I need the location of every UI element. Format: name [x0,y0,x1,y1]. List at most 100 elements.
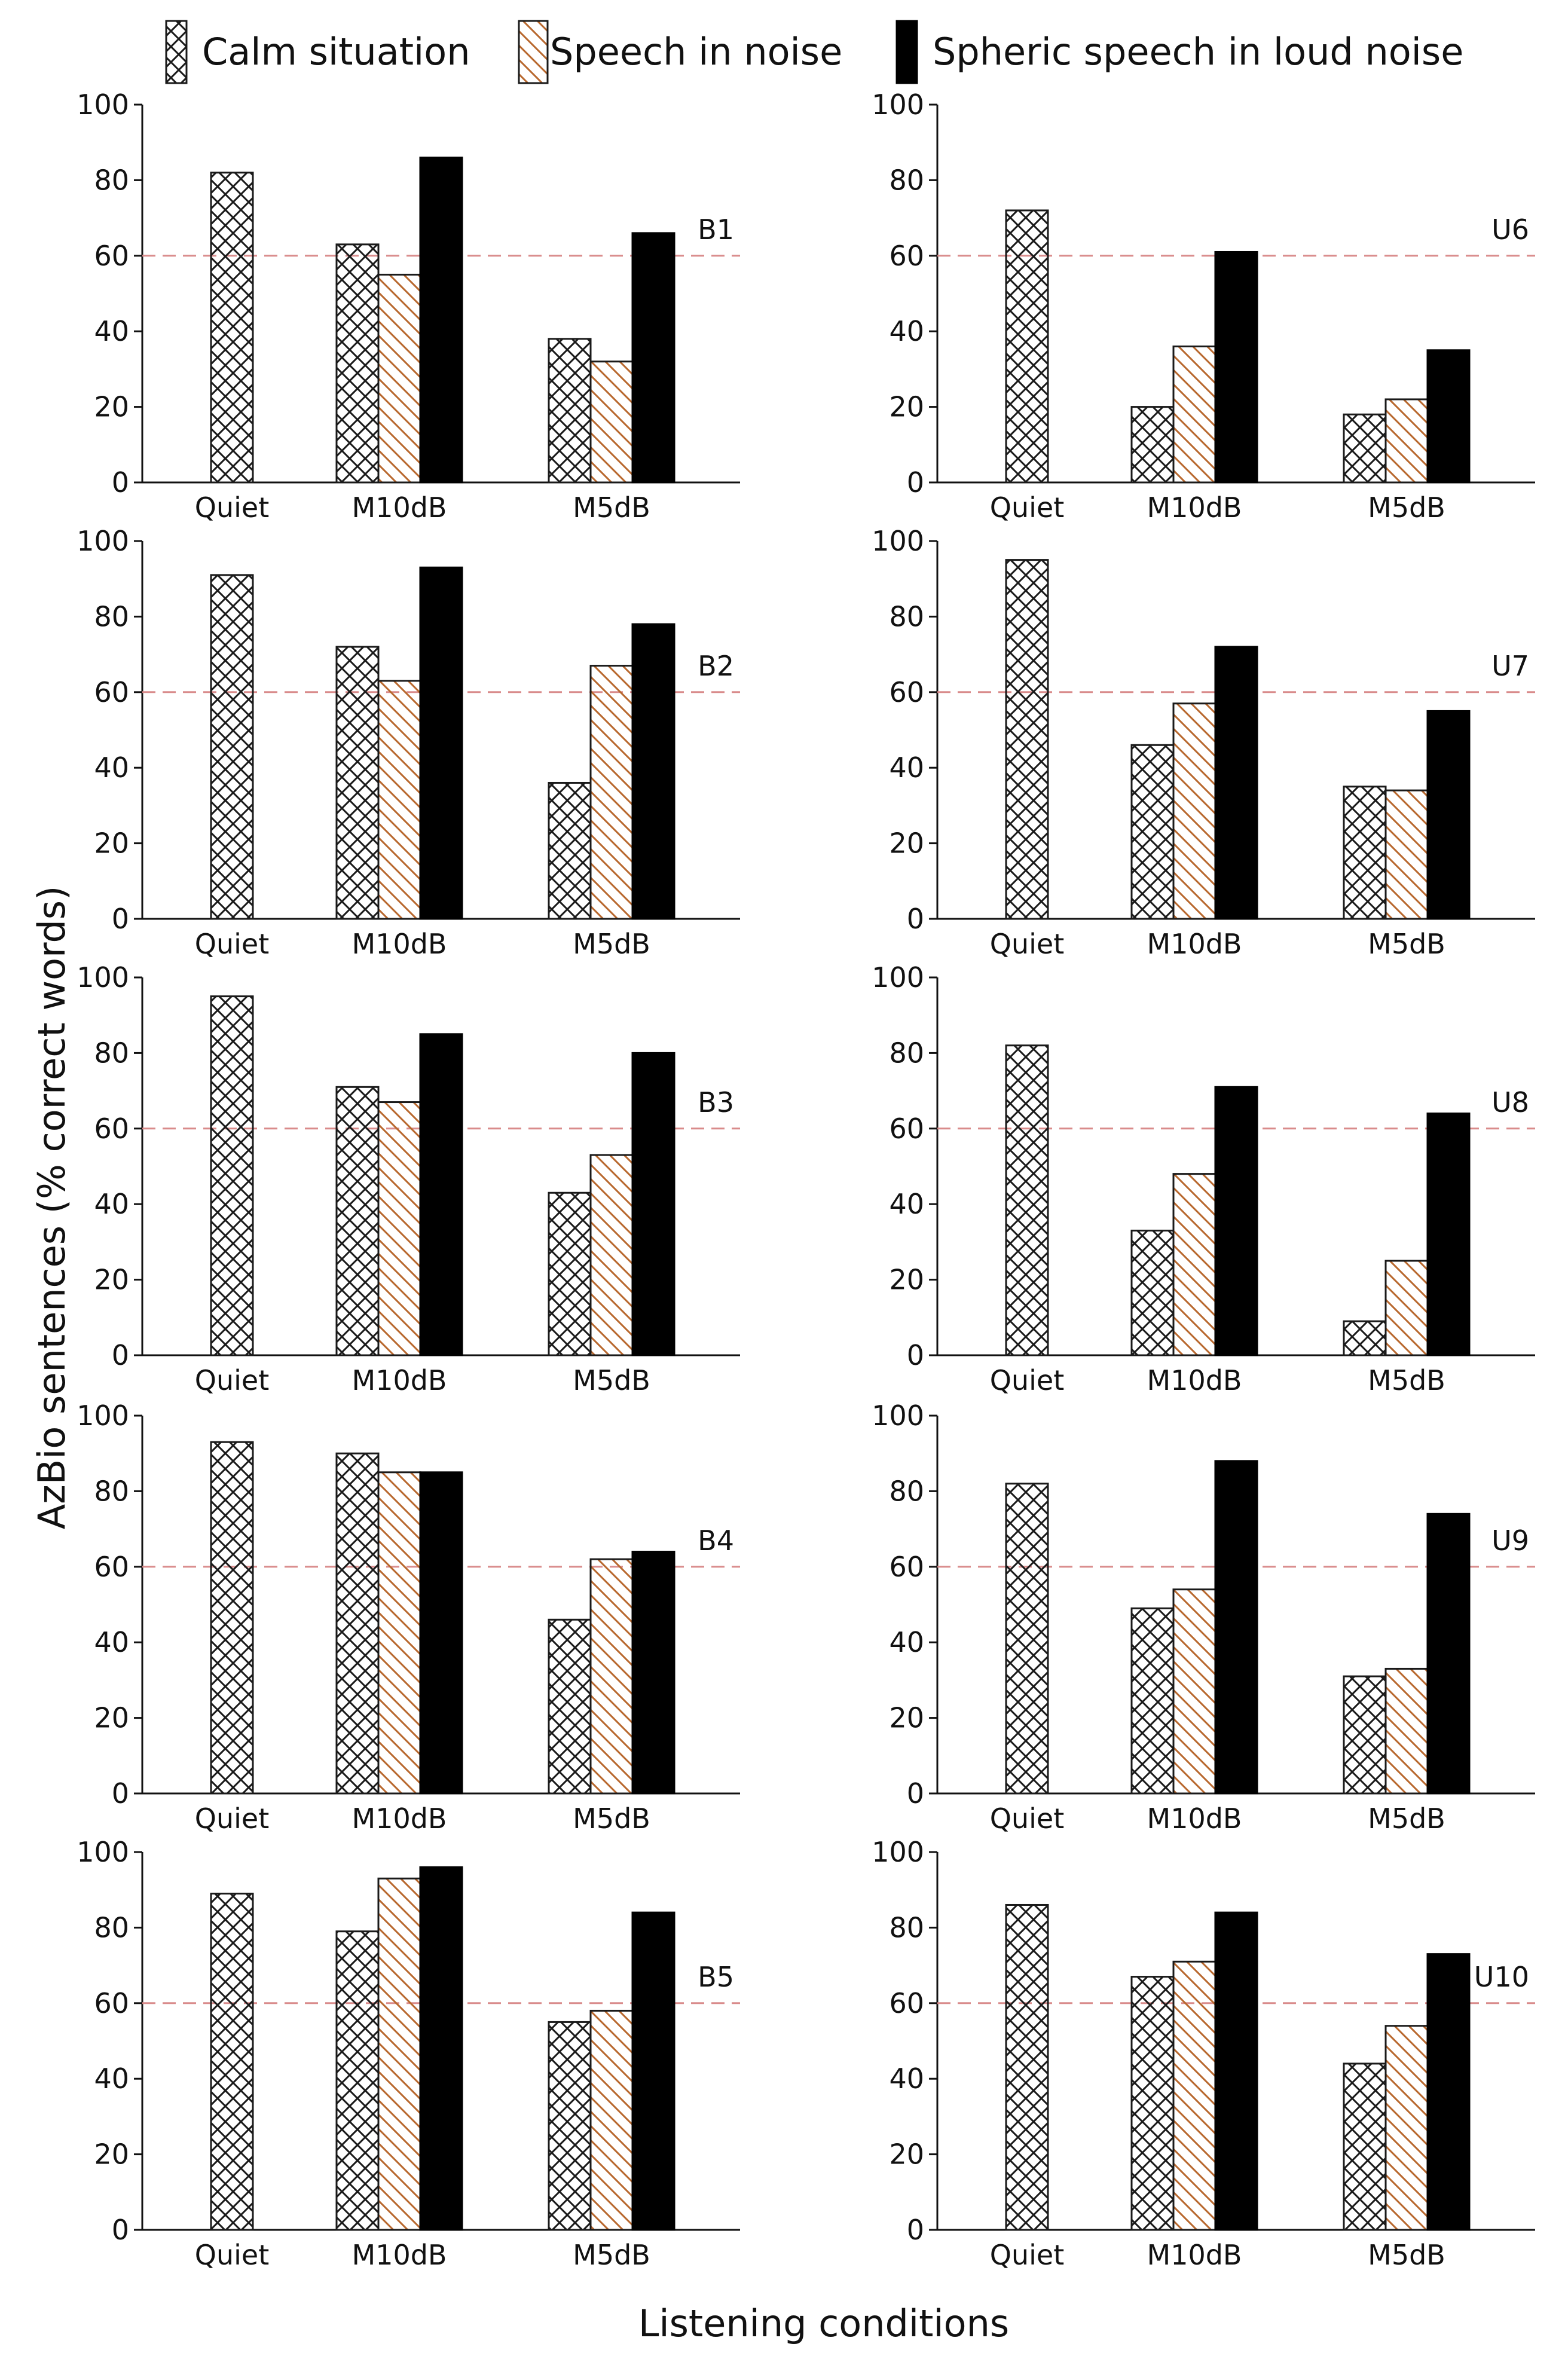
x-tick-label: M10dB [352,928,447,960]
y-tick-label: 100 [77,1836,129,1868]
y-tick-label: 20 [889,1702,924,1734]
bar [1384,1260,1429,1356]
y-tick-label: 100 [872,961,924,994]
bar [1005,1903,1049,2231]
x-tick-label: Quiet [990,2239,1064,2271]
bar [210,995,254,1356]
bar [419,156,463,484]
panel-label: U6 [1491,213,1529,246]
y-tick-label: 40 [889,315,924,347]
bar [335,1930,380,2231]
panel-b2: 0 20 40 60 80 100 Quiet M10dB M5dB B2 [77,525,740,960]
bar [631,1911,676,2231]
bar [631,1052,676,1356]
bar [377,680,421,920]
y-tick-label: 20 [889,827,924,860]
bar [1130,1976,1175,2231]
legend-swatch [895,20,918,84]
x-tick-label: M10dB [1147,491,1242,524]
y-tick-label: 60 [94,1113,129,1145]
bar [210,574,254,920]
y-axis-title: AzBio sentences (% correct words) [30,886,74,1530]
x-axis-title: Listening conditions [638,2302,1009,2345]
y-tick-label: 60 [94,1987,129,2019]
y-tick-label: 40 [94,751,129,784]
bar [1426,349,1471,484]
panel-label: B5 [698,1961,734,1993]
y-tick-label: 100 [77,88,129,121]
y-tick-label: 40 [889,1188,924,1220]
x-tick-label: Quiet [195,2239,269,2271]
panel-b5: 0 20 40 60 80 100 Quiet M10dB M5dB B5 [77,1836,740,2271]
y-tick-label: 0 [907,1339,924,1371]
x-tick-label: M10dB [352,1802,447,1835]
panel-u8: 0 20 40 60 80 100 Quiet M10dB M5dB U8 [872,961,1535,1397]
x-tick-label: M5dB [573,491,650,524]
bar [1005,1483,1049,1795]
bar [1005,559,1049,920]
y-tick-label: 60 [889,1551,924,1583]
y-tick-label: 40 [94,2062,129,2095]
y-tick-label: 40 [889,2062,924,2095]
y-tick-label: 0 [112,2214,129,2246]
y-tick-label: 0 [112,466,129,499]
bar [1343,1675,1387,1795]
legend-label: Calm situation [202,30,470,74]
panel-b1: 0 20 40 60 80 100 Quiet M10dB M5dB B1 [77,88,740,524]
x-tick-label: M10dB [1147,928,1242,960]
bar [210,1441,254,1795]
bar [589,2009,634,2231]
y-tick-label: 80 [94,1475,129,1507]
y-tick-label: 60 [94,1551,129,1583]
y-tick-label: 0 [907,903,924,935]
bar [1172,1960,1217,2231]
y-tick-label: 100 [872,88,924,121]
y-tick-label: 20 [94,1702,129,1734]
y-tick-label: 20 [889,391,924,423]
bar [1214,646,1258,920]
bar [1130,744,1175,920]
panel-u6: 0 20 40 60 80 100 Quiet M10dB M5dB U6 [872,88,1535,524]
y-tick-label: 80 [889,164,924,196]
bar [1172,702,1217,920]
y-tick-label: 40 [889,751,924,784]
y-tick-label: 0 [907,1777,924,1810]
bar [548,338,592,484]
bar [335,646,380,920]
legend-swatch [518,20,549,84]
x-tick-label: Quiet [990,1364,1064,1397]
panel-label: B2 [698,650,734,682]
panel-u7: 0 20 40 60 80 100 Quiet M10dB M5dB U7 [872,525,1535,960]
bar [335,243,380,484]
bar [1130,1607,1175,1795]
x-tick-label: M5dB [573,1364,650,1397]
bar [1172,345,1217,484]
y-tick-label: 60 [94,240,129,272]
y-tick-label: 20 [94,1264,129,1296]
legend-label: Speech in noise [550,30,842,74]
y-tick-label: 40 [94,1626,129,1658]
y-tick-label: 0 [907,2214,924,2246]
x-tick-label: Quiet [990,928,1064,960]
y-tick-label: 100 [872,1399,924,1432]
y-tick-label: 80 [94,164,129,196]
panel-label: U7 [1491,650,1529,682]
y-tick-label: 80 [889,1911,924,1944]
x-tick-label: M5dB [1368,2239,1445,2271]
x-tick-label: M10dB [1147,1364,1242,1397]
y-tick-label: 100 [77,525,129,557]
panel-label: U9 [1491,1524,1529,1557]
bar [631,623,676,920]
y-tick-label: 100 [872,525,924,557]
y-tick-label: 20 [94,2138,129,2171]
bar [1426,1953,1471,2231]
bar [548,781,592,920]
x-tick-label: M10dB [352,1364,447,1397]
bar [210,172,254,484]
bar [1426,1113,1471,1356]
bar [335,1086,380,1356]
y-tick-label: 80 [94,600,129,632]
panel-u9: 0 20 40 60 80 100 Quiet M10dB M5dB U9 [872,1399,1535,1835]
bar [1214,1086,1258,1356]
bar [1214,1460,1258,1795]
